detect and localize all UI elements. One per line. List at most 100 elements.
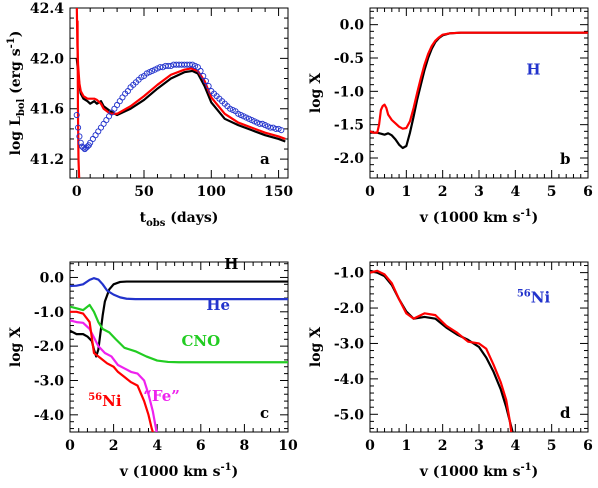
x-tick-label: 0 xyxy=(65,438,75,454)
x-tick-label: 0 xyxy=(72,184,82,200)
y-tick-label: -1.0 xyxy=(334,266,364,282)
data-point xyxy=(105,113,113,120)
annotation-label: H xyxy=(526,61,540,79)
plot-frame xyxy=(69,261,289,433)
data-point xyxy=(114,101,121,109)
x-tick-label: 100 xyxy=(197,184,226,200)
y-tick-label: -1.5 xyxy=(334,118,364,134)
y-tick-label: -1.0 xyxy=(334,84,364,100)
panel-a: 0 50 100 150 41.2 41.6 42.0 42.4 tobs (days) log … xyxy=(6,1,293,229)
x-tick-label: 4 xyxy=(510,184,520,200)
panel-b: 0 1 2 3 4 5 6 -2.0 -1.5 -1.0 -0.5 0.0 v (1000 km s-1… xyxy=(308,7,593,226)
x-tick-label: 6 xyxy=(196,438,206,454)
x-tick-label: 2 xyxy=(438,438,448,454)
data-point xyxy=(197,67,204,75)
y-tick-label: -3.0 xyxy=(34,373,64,389)
y-tick-label: 0.0 xyxy=(340,18,365,34)
x-tick-label: 2 xyxy=(109,438,119,454)
x-axis-label: tobs (days) xyxy=(140,210,219,229)
x-tick-label: 6 xyxy=(583,438,593,454)
panel-letter: b xyxy=(560,150,571,168)
series-group xyxy=(70,277,288,432)
y-tick-label: -0.5 xyxy=(334,51,364,67)
data-point xyxy=(272,125,279,132)
x-tick-label: 10 xyxy=(278,438,298,454)
y-tick-label: 42.4 xyxy=(30,1,64,17)
y-axis-label: log X xyxy=(308,327,324,367)
data-point xyxy=(100,120,107,127)
x-tick-label: 8 xyxy=(240,438,250,454)
data-point xyxy=(92,132,99,139)
y-axis-label: log Lbol (erg s-1) xyxy=(6,31,27,156)
series-group xyxy=(73,8,286,178)
x-tick-label: 150 xyxy=(264,184,293,200)
data-point xyxy=(119,94,126,101)
y-axis-label: log X xyxy=(8,327,24,367)
panel-letter: d xyxy=(560,404,571,422)
annotation-label: “Fe” xyxy=(143,387,180,405)
data-point xyxy=(202,77,209,85)
data-point xyxy=(76,133,83,140)
y-tick-label: -4.0 xyxy=(34,408,64,424)
panel-letter: a xyxy=(260,150,270,168)
x-tick-label: 1 xyxy=(401,184,411,200)
data-point xyxy=(267,124,274,131)
x-tick-label: 2 xyxy=(438,184,448,200)
x-tick-label: 50 xyxy=(134,184,154,200)
series-group xyxy=(370,269,514,432)
data-point xyxy=(89,135,96,143)
data-point xyxy=(205,83,212,90)
data-point xyxy=(200,72,207,80)
x-tick-label: 5 xyxy=(547,184,557,200)
series-line-1 xyxy=(70,277,288,301)
data-point xyxy=(116,98,123,105)
panel-d: 0 1 2 3 4 5 6 -5.0 -4.0 -3.0 -2.0 -1.0 v (1000 km s-… xyxy=(308,261,593,480)
x-tick-label: 3 xyxy=(474,438,484,454)
data-point xyxy=(186,61,193,68)
series-line-4 xyxy=(70,310,154,432)
series-line-1 xyxy=(370,269,513,432)
data-point xyxy=(278,127,285,134)
y-tick-label: -4.0 xyxy=(334,372,364,388)
y-tick-label: 42.0 xyxy=(30,51,64,67)
x-axis-label: v (1000 km s-1) xyxy=(419,208,538,226)
data-point xyxy=(95,128,102,135)
x-tick-label: 1 xyxy=(401,438,411,454)
x-axis-label: v (1000 km s-1) xyxy=(419,462,538,480)
data-point xyxy=(165,62,172,69)
series-line-3 xyxy=(70,319,158,432)
annotation-label: 56Ni xyxy=(88,392,122,410)
series-line-1 xyxy=(370,31,588,134)
data-point xyxy=(75,124,82,131)
y-tick-label: -2.0 xyxy=(334,301,364,317)
x-tick-label: 5 xyxy=(547,438,557,454)
data-point xyxy=(111,105,118,112)
x-axis-label: v (1000 km s-1) xyxy=(119,462,238,480)
series-line-0 xyxy=(75,58,286,143)
data-point xyxy=(97,124,105,131)
x-tick-label: 6 xyxy=(583,184,593,200)
annotation-label: 56Ni xyxy=(517,289,551,307)
series-line-0 xyxy=(370,269,514,432)
series-line-0 xyxy=(370,31,588,150)
panel-letter: c xyxy=(260,404,269,422)
plot-frame xyxy=(69,7,289,179)
series-line-0 xyxy=(70,280,288,358)
y-tick-label: -3.0 xyxy=(334,336,364,352)
annotation-label: CNO xyxy=(181,332,220,350)
y-tick-label: -1.0 xyxy=(34,305,64,321)
x-tick-label: 4 xyxy=(152,438,162,454)
y-tick-label: 41.2 xyxy=(30,152,64,168)
data-point xyxy=(103,117,110,124)
x-tick-label: 0 xyxy=(365,438,375,454)
series-line-1 xyxy=(75,8,286,140)
data-point xyxy=(80,144,87,151)
x-tick-label: 4 xyxy=(510,438,520,454)
annotation-label: He xyxy=(206,296,230,314)
y-tick-label: -2.0 xyxy=(334,151,364,167)
annotation-label: H xyxy=(224,255,238,273)
x-tick-label: 3 xyxy=(474,184,484,200)
series-group xyxy=(370,31,588,150)
